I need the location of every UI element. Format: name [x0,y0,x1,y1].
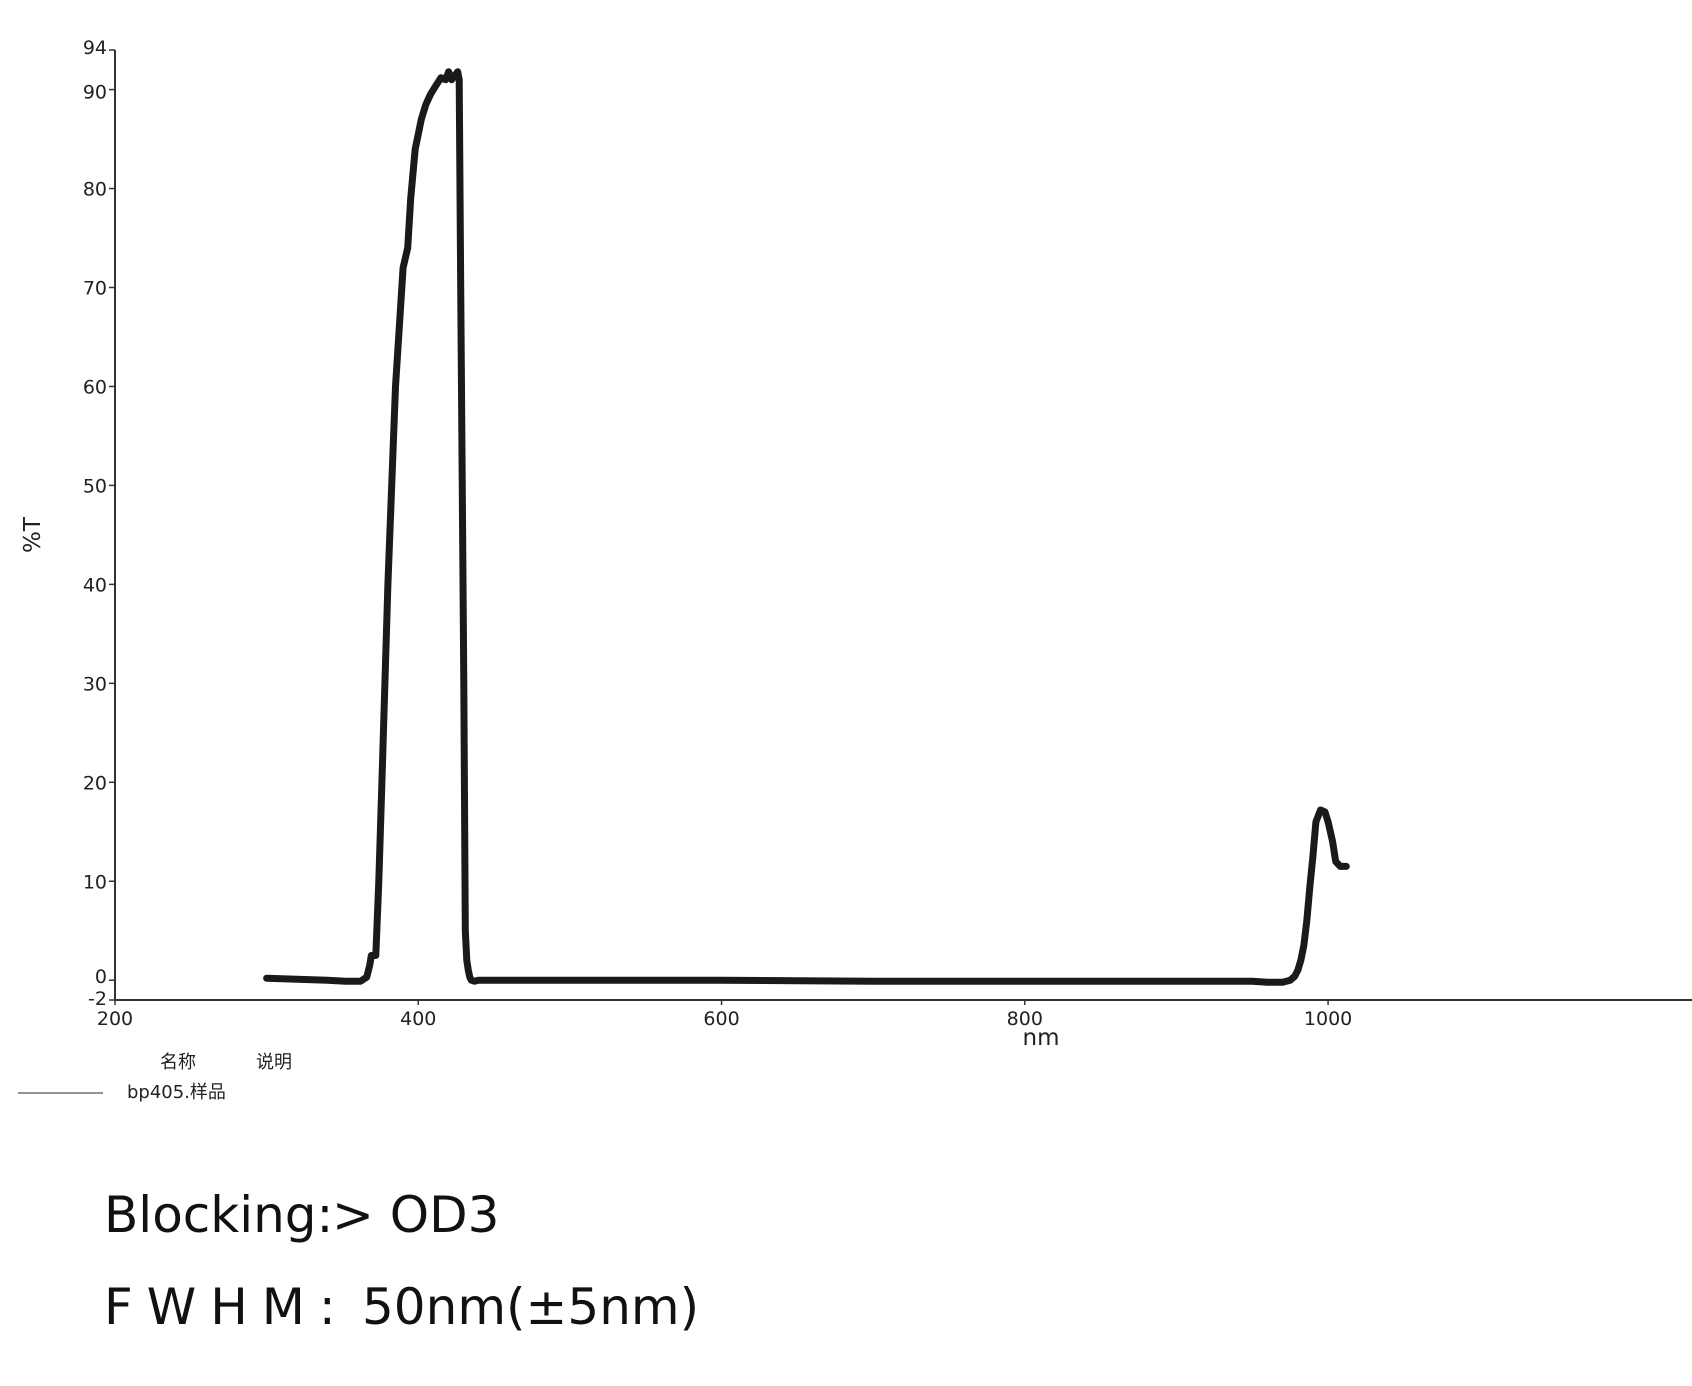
y-tick-label: 70 [83,278,107,300]
x-tick-label: 600 [703,1008,739,1030]
y-tick-label: 0 [95,966,107,988]
transmission-chart: 94 90 80 70 60 50 40 30 20 10 0-2 200 400 600 800 1000… [18,37,1692,1103]
y-tick-label: 60 [83,376,107,398]
fwhm-value: 50nm(±5nm) [362,1278,700,1336]
specs-block: Blocking: > OD3 FWHM: 50nm(±5nm) [104,1190,699,1374]
blocking-spec: Blocking: > OD3 [104,1190,699,1282]
blocking-label: Blocking: [104,1186,334,1244]
legend-entry-name: bp405.样品 [127,1082,226,1103]
x-tick-label: 1000 [1304,1008,1352,1030]
y-tick-label: 80 [83,179,107,201]
x-tick-label: 200 [97,1008,133,1030]
y-axis-title: %T [20,516,46,553]
y-tick-label: 20 [83,772,107,794]
legend-header-description: 说明 [256,1052,292,1073]
y-tick-label: 10 [83,871,107,893]
x-axis-title: nm [1023,1025,1060,1051]
blocking-value: > OD3 [332,1186,500,1244]
fwhm-label: FWHM: [104,1278,350,1336]
y-tick-label: -2 [88,988,107,1010]
y-tick-label: 50 [83,475,107,497]
y-ticks: 94 90 80 70 60 50 40 30 20 10 0-2 [83,37,115,1010]
x-ticks: 200 400 600 800 1000 [97,1000,1352,1030]
y-tick-label: 94 [83,37,107,59]
series-line [263,68,1350,986]
x-tick-label: 800 [1007,1008,1043,1030]
y-tick-label: 90 [83,82,107,104]
x-tick-label: 400 [400,1008,436,1030]
fwhm-spec: FWHM: 50nm(±5nm) [104,1282,699,1374]
y-tick-label: 30 [83,673,107,695]
legend-header-name: 名称 [160,1052,196,1073]
series-layer [263,68,1350,986]
legend: 名称 说明 bp405.样品 [18,1052,292,1103]
y-tick-label: 40 [83,574,107,596]
